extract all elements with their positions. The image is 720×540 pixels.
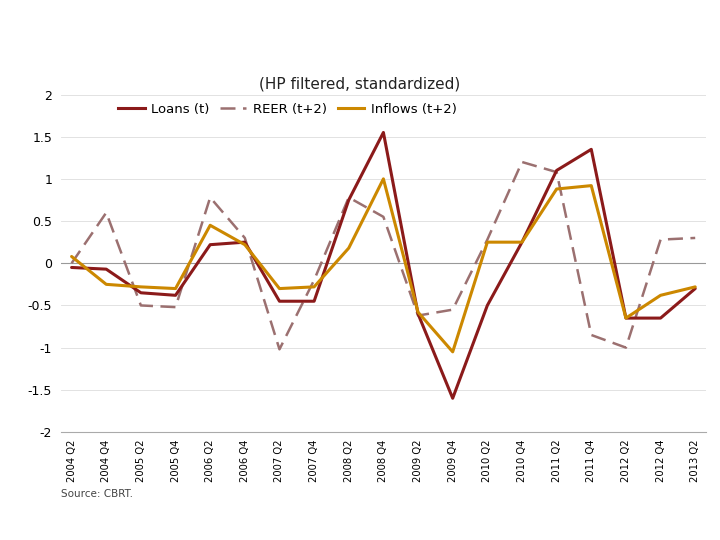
- Legend: Loans (t), REER (t+2), Inflows (t+2): Loans (t), REER (t+2), Inflows (t+2): [113, 98, 462, 122]
- Text: Source: CBRT.: Source: CBRT.: [61, 489, 133, 499]
- Text: Capital Flows, Credit , and Exchange Rate Cycles: Capital Flows, Credit , and Exchange Rat…: [65, 23, 655, 45]
- Text: 17: 17: [680, 511, 706, 529]
- Text: (HP filtered, standardized): (HP filtered, standardized): [259, 76, 461, 91]
